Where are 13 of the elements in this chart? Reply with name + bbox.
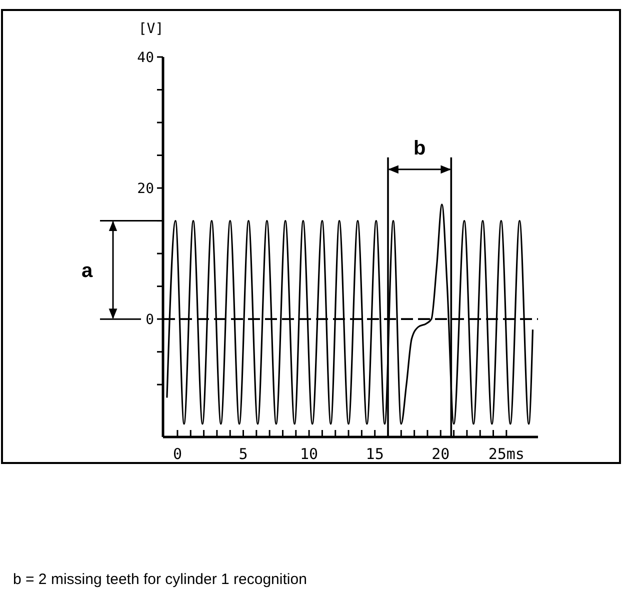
y-tick-label: 40 — [137, 50, 154, 66]
y-tick-label: 0 — [146, 312, 154, 328]
y-axis-title: [V] — [138, 21, 164, 37]
y-tick-label: 20 — [137, 180, 154, 197]
text: a — [81, 260, 94, 282]
text: b = 2 missing teeth for cylinder 1 recognition — [13, 571, 307, 588]
x-tick-label: 25ms — [488, 445, 524, 463]
x-tick-label: 10 — [300, 445, 318, 463]
annotation: b — [413, 137, 426, 160]
x-tick-label: 15 — [366, 445, 384, 463]
x-tick-label: 0 — [172, 445, 182, 463]
x-tick-label: 20 — [432, 445, 450, 463]
x-tick-label: 5 — [238, 445, 248, 463]
